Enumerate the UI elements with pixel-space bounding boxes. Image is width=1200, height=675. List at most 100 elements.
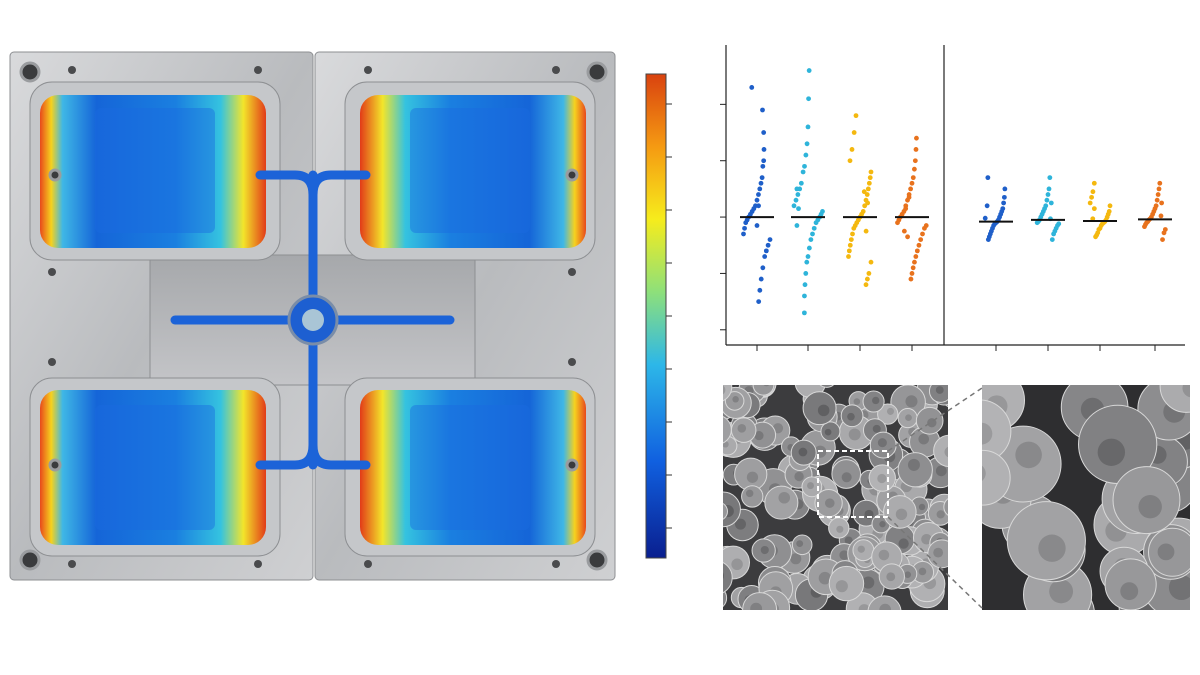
grain-pit xyxy=(886,407,895,415)
data-point xyxy=(985,237,991,243)
cavity-core xyxy=(410,108,530,233)
data-point xyxy=(742,225,747,231)
data-point xyxy=(763,248,769,254)
micrographs xyxy=(707,374,1190,610)
mold-simulation xyxy=(9,51,616,581)
strip-chart xyxy=(720,45,1185,351)
grain-pit xyxy=(877,438,887,448)
grain-pit xyxy=(734,518,746,530)
cavity-fill xyxy=(360,390,586,545)
data-point xyxy=(754,197,760,203)
micrograph-texture xyxy=(982,385,1190,610)
grain xyxy=(741,485,764,508)
grain-pit xyxy=(857,545,865,553)
grain-pit xyxy=(821,374,828,381)
data-point xyxy=(1001,200,1007,206)
grain-pit xyxy=(772,423,784,434)
data-point xyxy=(760,163,766,169)
data-point xyxy=(914,248,920,254)
grain-pit xyxy=(796,540,804,548)
data-point xyxy=(1107,203,1113,209)
grain-pit xyxy=(952,385,959,392)
data-point xyxy=(805,124,811,130)
data-point xyxy=(922,225,927,231)
data-point xyxy=(757,287,763,293)
data-point xyxy=(909,180,915,186)
grain-pit xyxy=(723,385,726,395)
grain xyxy=(723,416,732,444)
data-point xyxy=(806,68,812,73)
grain-pit xyxy=(778,491,791,504)
data-point xyxy=(866,180,872,186)
data-point xyxy=(767,237,773,243)
data-point xyxy=(1157,180,1163,186)
data-point xyxy=(1087,200,1093,206)
grain xyxy=(723,588,728,608)
pins xyxy=(48,66,576,568)
data-point xyxy=(794,223,800,228)
grain-pit xyxy=(1097,438,1126,466)
grain-pit xyxy=(1120,582,1139,601)
grain-pit xyxy=(951,500,958,507)
grain-pit xyxy=(737,424,747,433)
grain-pit xyxy=(982,465,986,481)
bolts xyxy=(19,61,608,571)
grain-pit xyxy=(872,396,880,405)
grain-pit xyxy=(713,594,721,602)
grain xyxy=(723,385,733,402)
data-point xyxy=(800,169,806,175)
grain-pit xyxy=(794,471,804,482)
grain-pit xyxy=(825,498,835,508)
grain-pit xyxy=(824,428,832,436)
grain xyxy=(943,498,948,516)
data-point xyxy=(796,206,801,212)
data-point xyxy=(851,225,857,231)
data-point xyxy=(1089,194,1094,200)
data-point xyxy=(1091,206,1097,212)
grain-pit xyxy=(877,473,887,484)
grain-pit xyxy=(936,510,945,519)
grain xyxy=(723,562,733,594)
data-point xyxy=(867,175,873,181)
grain-pit xyxy=(1015,441,1042,469)
data-point xyxy=(761,147,767,152)
micrograph-texture xyxy=(707,374,959,610)
grain-pit xyxy=(807,482,814,490)
cavity-fill xyxy=(40,390,266,545)
grain-pit xyxy=(905,395,918,408)
grain-pit xyxy=(1168,574,1190,601)
grain-pit xyxy=(1038,534,1066,562)
grain-pit xyxy=(745,489,754,498)
sprue-core xyxy=(302,309,324,331)
grain-pit xyxy=(933,547,944,558)
grain-pit xyxy=(798,447,808,457)
grain-pit xyxy=(848,428,861,441)
data-point xyxy=(793,197,799,203)
data-point xyxy=(760,107,765,113)
data-point xyxy=(861,189,867,195)
grain-pit xyxy=(839,550,849,560)
grain-pit xyxy=(790,553,802,565)
grain-pit xyxy=(707,429,717,439)
data-point xyxy=(866,271,872,276)
grain-pit xyxy=(802,374,813,385)
grain-pit xyxy=(905,414,912,422)
zoom-connectors xyxy=(887,387,983,609)
colorbar-ticks xyxy=(666,103,672,529)
grain-pit xyxy=(817,404,830,417)
data-point xyxy=(847,242,853,248)
data-point xyxy=(1002,186,1008,192)
grain-pit xyxy=(731,558,743,571)
cavity-core xyxy=(410,405,530,530)
data-point xyxy=(853,113,859,119)
data-point xyxy=(759,175,765,181)
zoom-box xyxy=(817,450,889,518)
data-point xyxy=(849,147,855,152)
data-point xyxy=(1160,237,1165,243)
data-point xyxy=(758,180,764,186)
data-point xyxy=(1047,175,1053,181)
data-point xyxy=(920,231,925,237)
data-point xyxy=(1051,231,1057,237)
data-point xyxy=(846,254,851,259)
data-point xyxy=(982,215,988,221)
